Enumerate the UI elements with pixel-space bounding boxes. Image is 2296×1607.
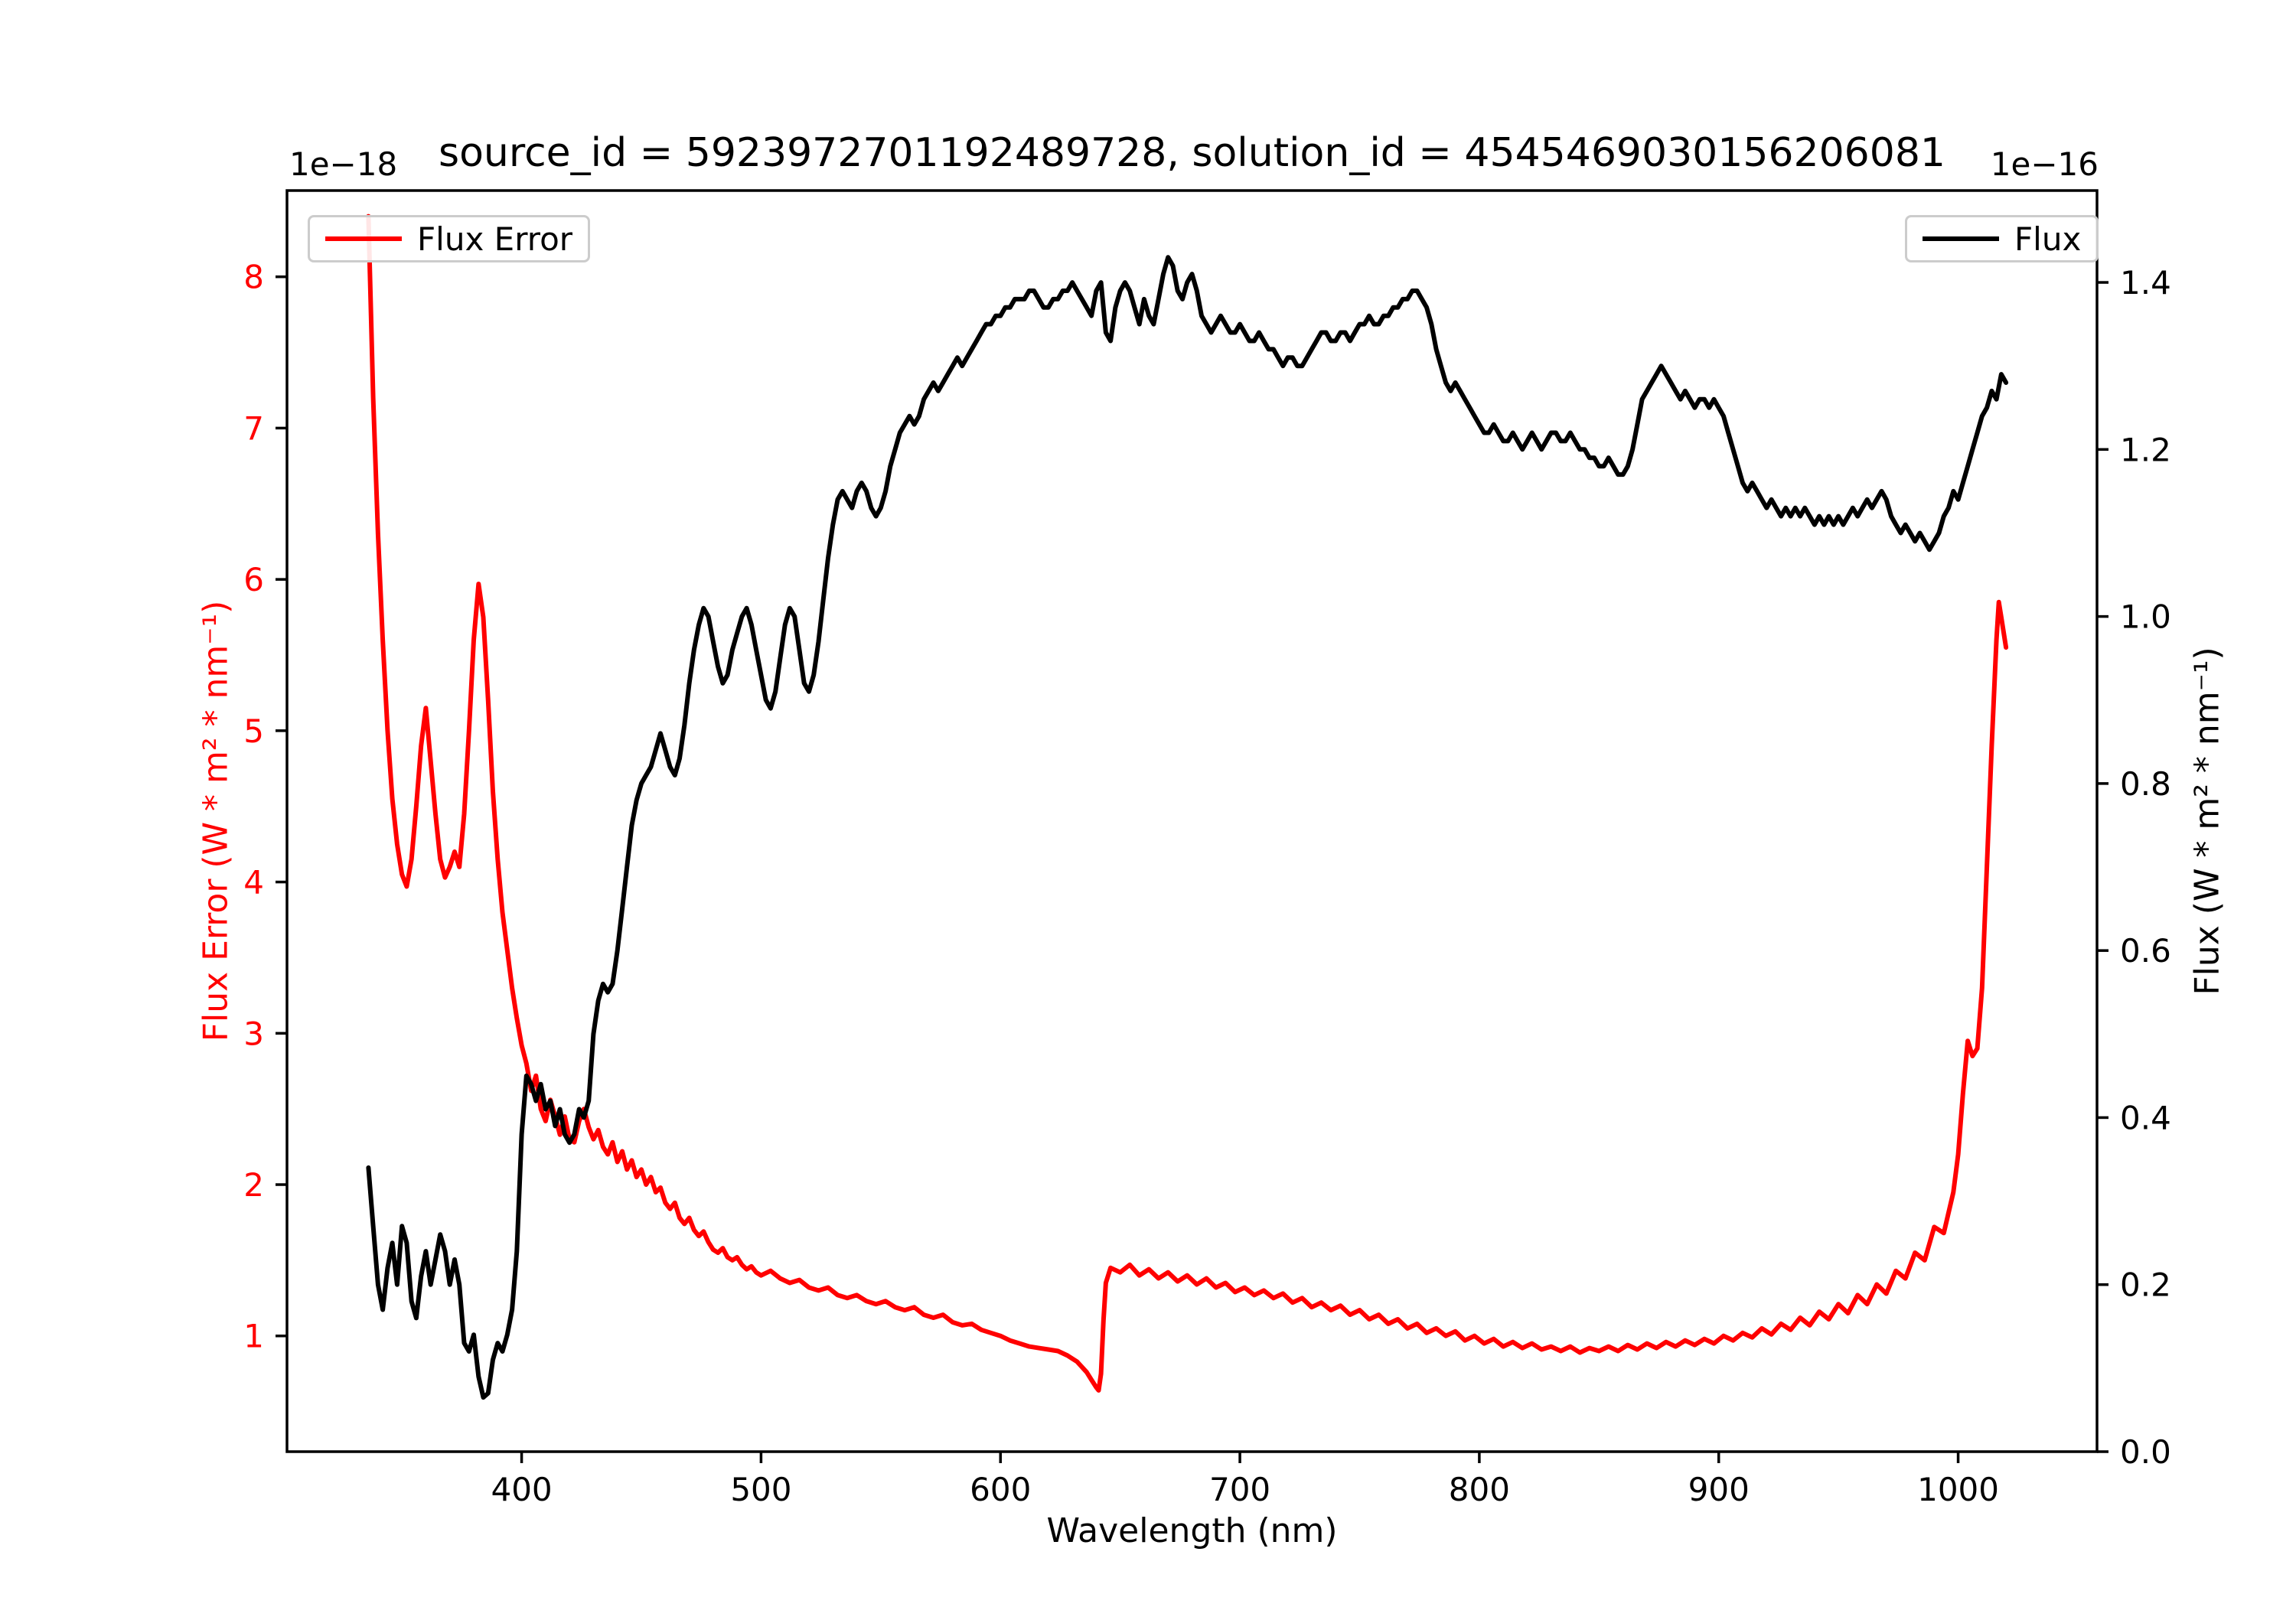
legend-flux-error: Flux Error bbox=[308, 215, 591, 262]
left-y-tick-label: 1 bbox=[243, 1318, 264, 1355]
series-line-flux bbox=[366, 255, 2009, 1400]
x-axis-label: Wavelength (nm) bbox=[1046, 1511, 1338, 1550]
x-tick-label: 700 bbox=[1209, 1471, 1270, 1508]
right-y-axis-label: Flux (W * m² * nm⁻¹) bbox=[2187, 647, 2227, 996]
x-tick-label: 400 bbox=[491, 1471, 552, 1508]
left-y-tick-label: 8 bbox=[243, 259, 264, 296]
x-tick-label: 900 bbox=[1688, 1471, 1750, 1508]
left-y-tick-label: 2 bbox=[243, 1166, 264, 1204]
left-y-tick-label: 4 bbox=[243, 864, 264, 901]
right-y-tick-label: 0.2 bbox=[2120, 1266, 2171, 1304]
chart-title: source_id = 5923972701192489728, solutio… bbox=[438, 130, 1946, 176]
legend-flux-error-label: Flux Error bbox=[417, 220, 573, 258]
x-tick-label: 800 bbox=[1449, 1471, 1510, 1508]
right-y-tick-label: 0.0 bbox=[2120, 1433, 2171, 1471]
left-axis-offset-label: 1e−18 bbox=[289, 145, 398, 183]
left-y-tick-label: 6 bbox=[243, 561, 264, 598]
legend-flux: Flux bbox=[1905, 215, 2099, 262]
flux-error-line-swatch bbox=[325, 236, 402, 241]
right-y-tick-label: 1.4 bbox=[2120, 264, 2171, 302]
x-tick-label: 600 bbox=[970, 1471, 1031, 1508]
right-y-tick-label: 1.2 bbox=[2120, 431, 2171, 468]
left-y-tick-label: 7 bbox=[243, 409, 264, 447]
left-y-tick-label: 5 bbox=[243, 712, 264, 750]
left-y-axis-label: Flux Error (W * m² * nm⁻¹) bbox=[196, 600, 236, 1042]
right-axis-offset-label: 1e−16 bbox=[1990, 145, 2099, 183]
x-tick-label: 500 bbox=[730, 1471, 791, 1508]
legend-flux-label: Flux bbox=[2014, 220, 2082, 258]
left-y-tick-label: 3 bbox=[243, 1015, 264, 1052]
axes-frame bbox=[285, 189, 2099, 1453]
right-y-tick-label: 0.8 bbox=[2120, 765, 2171, 803]
series-line-flux-error bbox=[366, 214, 2009, 1393]
flux-line-swatch bbox=[1923, 236, 1999, 241]
right-y-tick-label: 0.4 bbox=[2120, 1099, 2171, 1136]
right-y-tick-label: 0.6 bbox=[2120, 932, 2171, 970]
right-y-tick-label: 1.0 bbox=[2120, 598, 2171, 636]
x-tick-label: 1000 bbox=[1917, 1471, 1999, 1508]
